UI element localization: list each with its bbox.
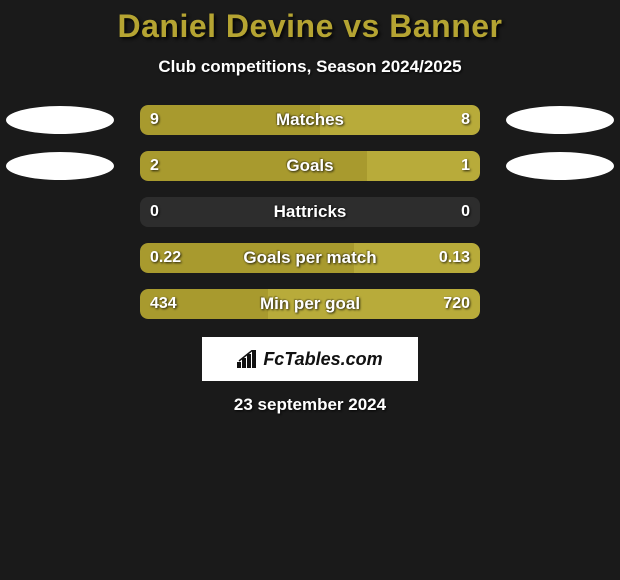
stat-bar: 434 720 Min per goal	[140, 289, 480, 319]
stat-row: 0.22 0.13 Goals per match	[0, 243, 620, 273]
stat-label: Hattricks	[274, 202, 347, 222]
avatar-right	[506, 106, 614, 134]
stat-row: 0 0 Hattricks	[0, 197, 620, 227]
stat-row: 2 1 Goals	[0, 151, 620, 181]
barchart-icon	[237, 350, 259, 368]
stat-bar: 0 0 Hattricks	[140, 197, 480, 227]
value-right: 0	[461, 203, 470, 221]
stat-row: 434 720 Min per goal	[0, 289, 620, 319]
stat-bar: 9 8 Matches	[140, 105, 480, 135]
value-left: 9	[150, 111, 159, 129]
stat-bar: 2 1 Goals	[140, 151, 480, 181]
stat-label: Matches	[276, 110, 344, 130]
stat-bar: 0.22 0.13 Goals per match	[140, 243, 480, 273]
value-left: 2	[150, 157, 159, 175]
stat-label: Goals	[286, 156, 333, 176]
avatar-left	[6, 106, 114, 134]
logo: FcTables.com	[237, 349, 382, 370]
stat-label: Min per goal	[260, 294, 360, 314]
logo-text: FcTables.com	[263, 349, 382, 370]
avatar-right	[506, 152, 614, 180]
logo-box: FcTables.com	[202, 337, 418, 381]
date: 23 september 2024	[0, 395, 620, 415]
value-right: 720	[443, 295, 470, 313]
stats-rows: 9 8 Matches 2 1 Goals 0 0 Hattricks 0.22 0.13 Goals…	[0, 105, 620, 319]
avatar-left	[6, 152, 114, 180]
value-left: 0.22	[150, 249, 181, 267]
stat-label: Goals per match	[243, 248, 376, 268]
value-right: 8	[461, 111, 470, 129]
value-left: 434	[150, 295, 177, 313]
subtitle: Club competitions, Season 2024/2025	[0, 57, 620, 77]
value-left: 0	[150, 203, 159, 221]
stat-row: 9 8 Matches	[0, 105, 620, 135]
page-title: Daniel Devine vs Banner	[0, 8, 620, 45]
value-right: 0.13	[439, 249, 470, 267]
comparison-infographic: Daniel Devine vs Banner Club competition…	[0, 0, 620, 415]
value-right: 1	[461, 157, 470, 175]
